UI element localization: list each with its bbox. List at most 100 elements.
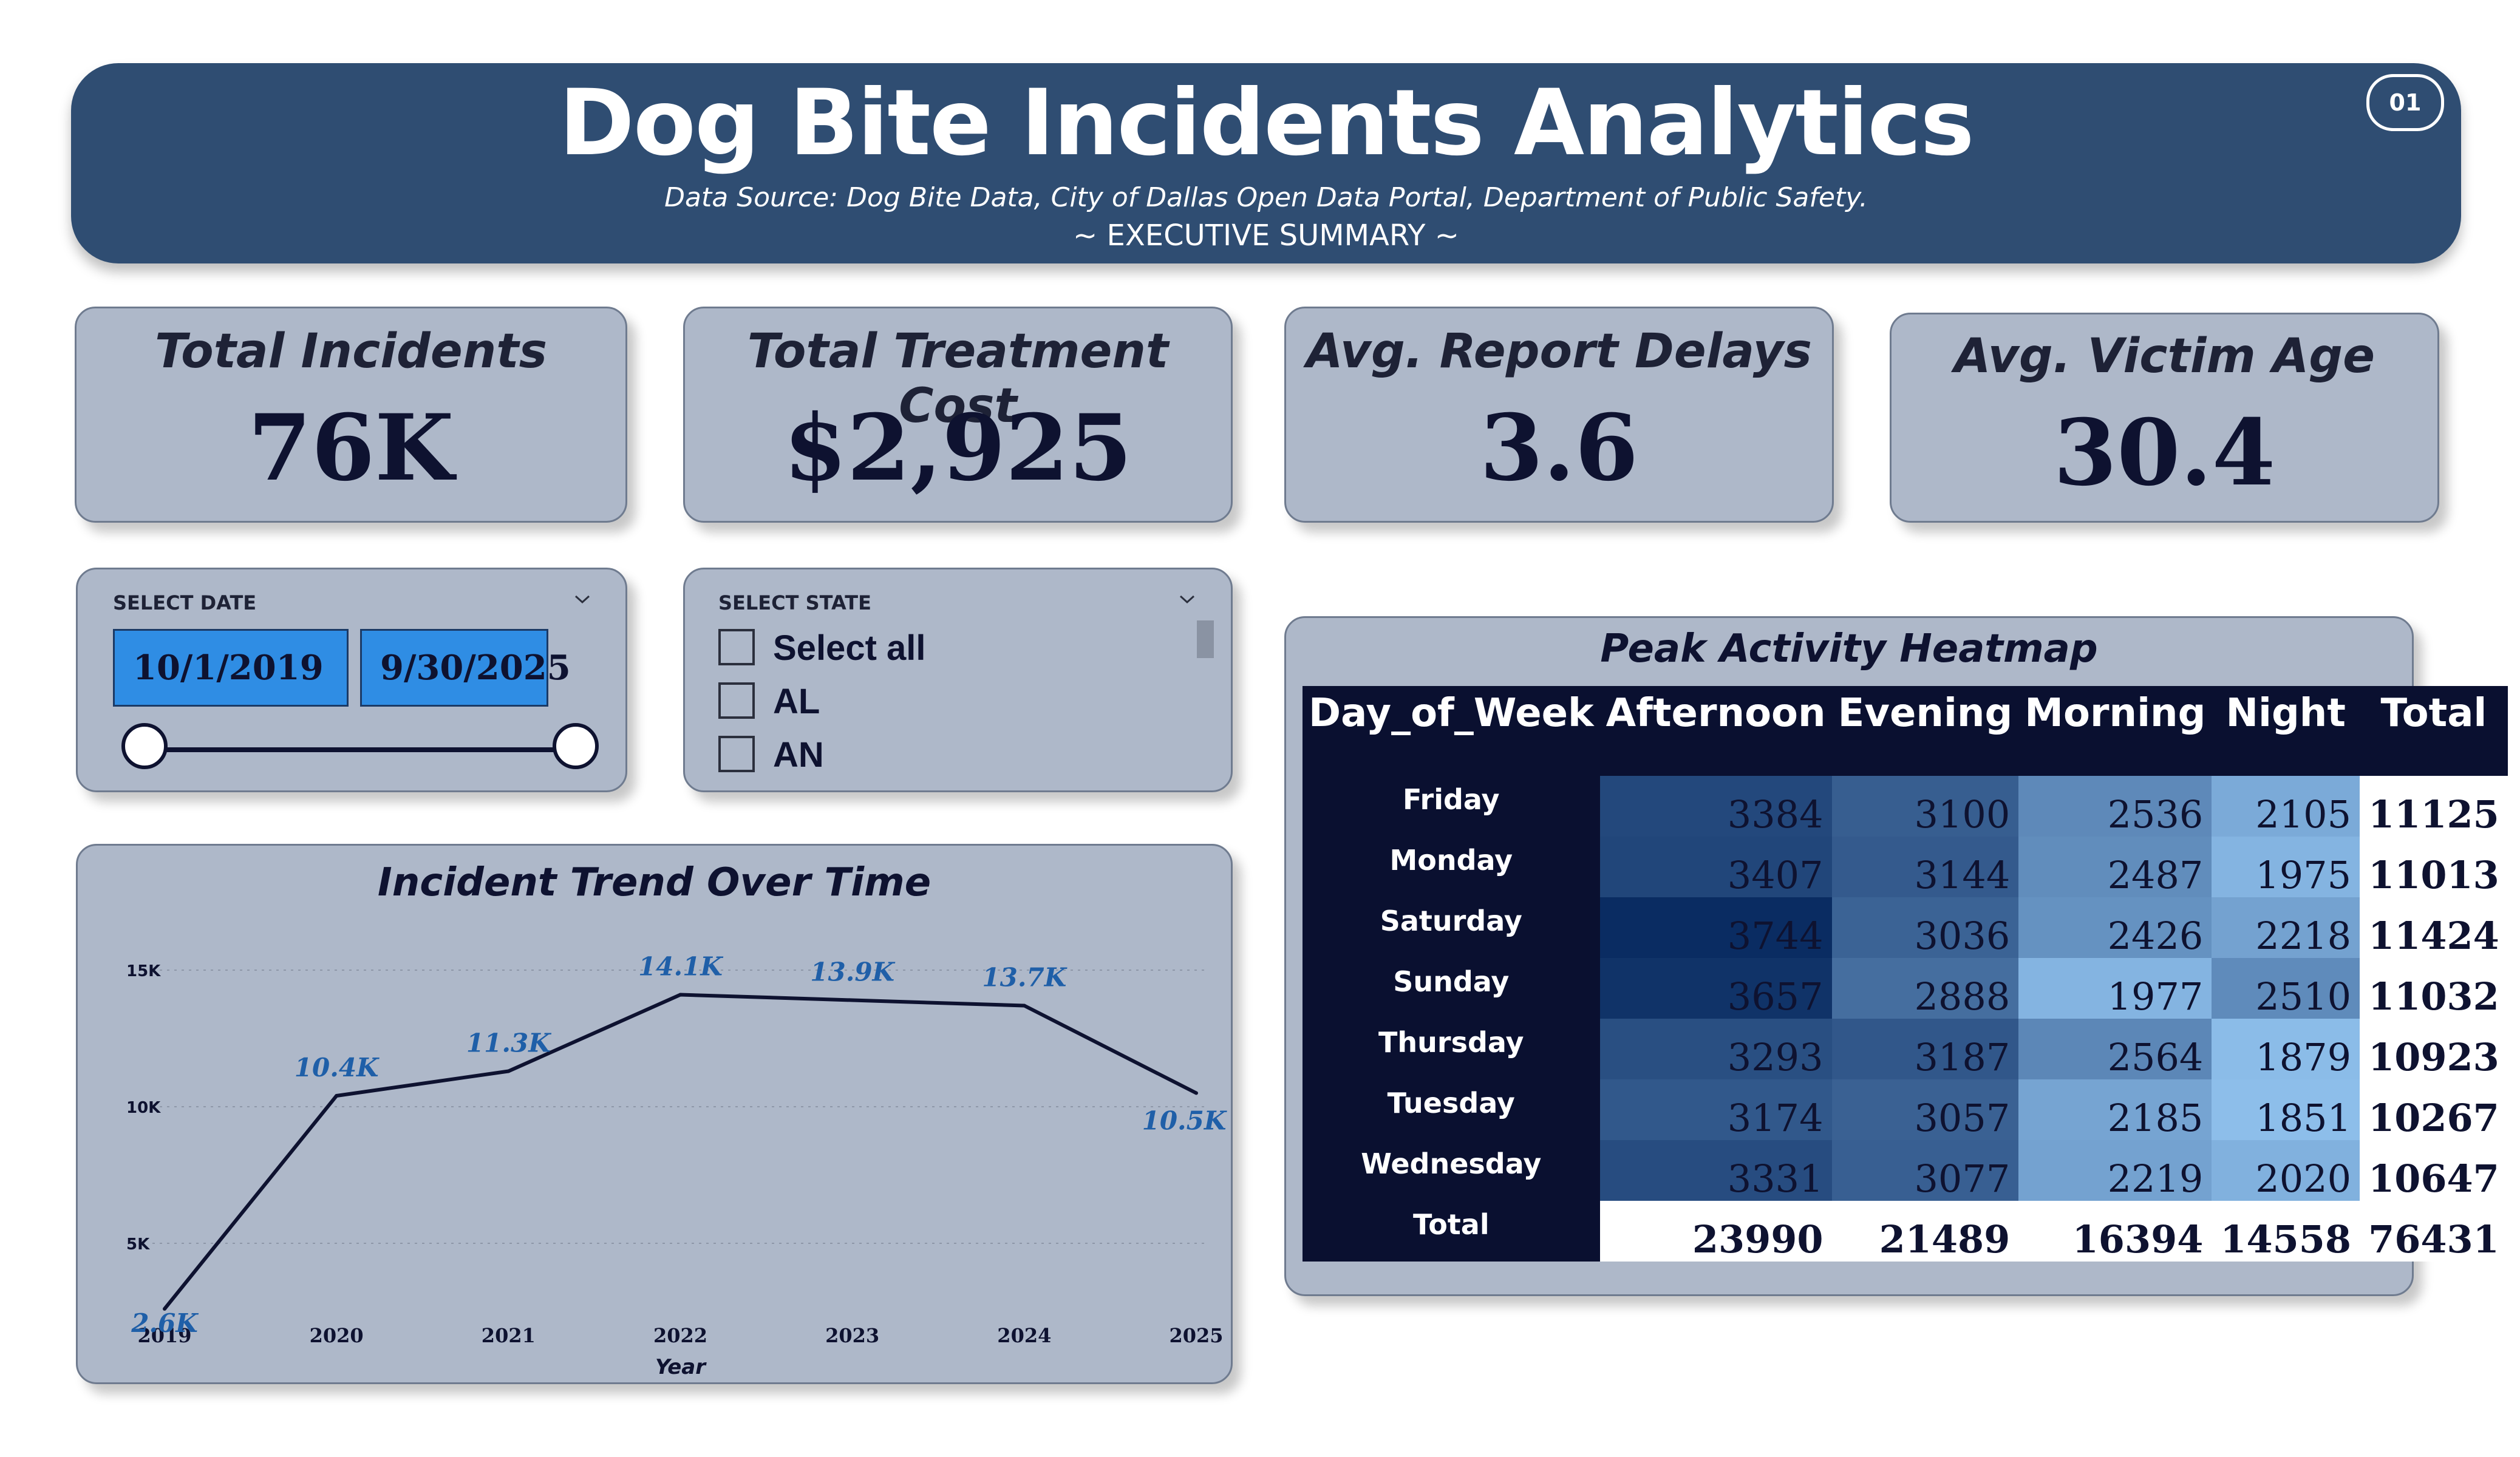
heatmap-cell: 1879: [2212, 1019, 2360, 1079]
date-range-track[interactable]: [145, 747, 576, 752]
heatmap-row: Thursday 3293 3187 2564 1879 10923: [1303, 1019, 2508, 1079]
x-tick-label: 2021: [482, 1324, 536, 1347]
data-point: [163, 1307, 166, 1311]
kpi-label: Total Incidents: [154, 324, 548, 379]
kpi-card-total-treatment-cost: Total Treatment Cost $2,925: [683, 307, 1233, 523]
heatmap-cell: 2185: [2018, 1079, 2212, 1140]
column-header[interactable]: Evening: [1831, 686, 2019, 776]
data-label: 13.7K: [982, 963, 1067, 993]
data-point: [1022, 1004, 1026, 1008]
heatmap-cell: 2219: [2018, 1140, 2212, 1201]
end-date-handle[interactable]: [553, 723, 599, 769]
kpi-card-avg-report-delays: Avg. Report Delays 3.6: [1284, 307, 1834, 523]
row-total-cell: 11032: [2360, 958, 2508, 1019]
column-total-cell: 14558: [2212, 1201, 2360, 1262]
heatmap-cell: 3744: [1599, 897, 1832, 958]
x-tick-label: 2019: [137, 1324, 191, 1347]
column-header[interactable]: Day_of_Week: [1303, 686, 1600, 776]
column-header[interactable]: Total: [2360, 686, 2508, 776]
column-header[interactable]: Night: [2212, 686, 2360, 776]
heatmap-cell: 3077: [1831, 1140, 2019, 1201]
page-subtitle: ~ EXECUTIVE SUMMARY ~: [1073, 219, 1459, 253]
data-label: 11.3K: [466, 1028, 551, 1058]
heatmap-cell: 3036: [1831, 897, 2019, 958]
series-line: [163, 993, 1197, 1310]
state-option-label: AN: [773, 735, 824, 775]
heatmap-cell: 1975: [2212, 837, 2360, 897]
row-total-cell: 11125: [2360, 776, 2508, 837]
data-point: [506, 1069, 511, 1073]
column-header[interactable]: Afternoon: [1599, 686, 1832, 776]
row-total-cell: 10923: [2360, 1019, 2508, 1079]
column-total-cell: 23990: [1599, 1201, 1832, 1262]
kpi-card-total-incidents: Total Incidents 76K: [75, 307, 627, 523]
date-slicer-label: SELECT DATE: [113, 591, 257, 614]
heatmap-cell: 3187: [1831, 1019, 2019, 1079]
start-date-input[interactable]: 10/1/2019: [113, 629, 349, 707]
row-label: Wednesday: [1303, 1140, 1600, 1201]
scrollbar-thumb[interactable]: [1197, 620, 1214, 658]
state-option-label: Select all: [773, 628, 926, 668]
heatmap-cell: 3174: [1599, 1079, 1832, 1140]
heatmap-cell: 1977: [2018, 958, 2212, 1019]
kpi-value: 3.6: [1480, 395, 1638, 501]
column-total-cell: 16394: [2018, 1201, 2212, 1262]
data-label: 13.9K: [810, 957, 895, 987]
heatmap-row: Tuesday 3174 3057 2185 1851 10267: [1303, 1079, 2508, 1140]
incident-trend-chart-card: Incident Trend Over Time 5K 10K 15K 2019 202…: [76, 844, 1233, 1384]
heatmap-cell: 1851: [2212, 1079, 2360, 1140]
heatmap-row: Friday 3384 3100 2536 2105 11125: [1303, 776, 2508, 837]
heatmap-cell: 3144: [1831, 837, 2019, 897]
x-tick-label: 2025: [1169, 1324, 1223, 1347]
heatmap-row: Monday 3407 3144 2487 1975 11013: [1303, 837, 2508, 897]
x-tick-label: 2024: [997, 1324, 1051, 1347]
checkbox[interactable]: [718, 682, 755, 719]
heatmap-title: Peak Activity Heatmap: [1600, 627, 2098, 671]
heatmap-card: Peak Activity Heatmap Day_of_Week Afterno…: [1284, 616, 2508, 1296]
chart-title: Incident Trend Over Time: [377, 860, 931, 905]
heatmap-cell: 2487: [2018, 837, 2212, 897]
heatmap-row: Saturday 3744 3036 2426 2218 11424: [1303, 897, 2508, 958]
data-label: 2.6K: [131, 1308, 199, 1338]
data-label: 14.1K: [638, 952, 723, 982]
heatmap-cell: 2426: [2018, 897, 2212, 958]
y-tick-label: 5K: [126, 1235, 150, 1254]
page-number-badge[interactable]: 01: [2366, 74, 2444, 131]
row-label: Thursday: [1303, 1019, 1600, 1079]
heatmap-cell: 2020: [2212, 1140, 2360, 1201]
row-total-cell: 10267: [2360, 1079, 2508, 1140]
kpi-value: 30.4: [2053, 399, 2276, 506]
heatmap-cell: 3293: [1599, 1019, 1832, 1079]
data-source-text: Dog Bite Data, City of Dallas Open Data …: [846, 182, 1868, 213]
end-date-input[interactable]: 9/30/2025: [360, 629, 571, 707]
data-label: 10.4K: [295, 1053, 380, 1082]
kpi-label: Total Treatment Cost: [747, 324, 1169, 433]
start-date-handle[interactable]: [121, 723, 168, 769]
page-title: Dog Bite Incidents Analytics: [559, 70, 1974, 176]
heatmap-cell: 3057: [1831, 1079, 2019, 1140]
date-slicer: SELECT DATE 10/1/2019 9/30/2025: [76, 568, 627, 792]
chevron-down-icon[interactable]: [1178, 590, 1196, 608]
row-label: Tuesday: [1303, 1079, 1600, 1140]
column-header[interactable]: Morning: [2018, 686, 2212, 776]
kpi-label: Avg. Report Delays: [1306, 324, 1812, 379]
heatmap-cell: 2105: [2212, 776, 2360, 837]
y-tick-label: 15K: [126, 962, 161, 980]
heatmap-cell: 2536: [2018, 776, 2212, 837]
row-total-cell: 11424: [2360, 897, 2508, 958]
row-total-cell: 10647: [2360, 1140, 2508, 1201]
kpi-value: 76K: [248, 395, 454, 501]
x-tick-label: 2020: [310, 1324, 364, 1347]
state-slicer-label: SELECT STATE: [718, 591, 871, 614]
chevron-down-icon[interactable]: [573, 590, 591, 608]
checkbox[interactable]: [718, 736, 755, 772]
heatmap-cell: 3331: [1599, 1140, 1832, 1201]
heatmap-table: Day_of_Week Afternoon Evening Morning Night T…: [1303, 686, 2508, 1262]
data-point: [1194, 1091, 1198, 1095]
heatmap-total-row: Total 23990 21489 16394 14558 76431: [1303, 1201, 2508, 1262]
data-point: [850, 998, 854, 1002]
x-axis-title: Year: [655, 1355, 707, 1379]
row-label: Total: [1303, 1201, 1600, 1262]
heatmap-cell: 3100: [1831, 776, 2019, 837]
checkbox[interactable]: [718, 629, 755, 665]
